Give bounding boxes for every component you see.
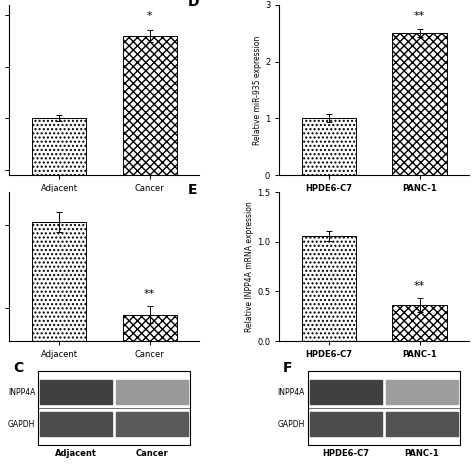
Bar — [32, 118, 86, 221]
Text: **: ** — [414, 10, 425, 21]
Text: PANC-1: PANC-1 — [404, 448, 439, 457]
Bar — [302, 118, 356, 175]
Text: D: D — [188, 0, 200, 9]
Text: **: ** — [144, 289, 155, 299]
Bar — [123, 315, 177, 391]
Text: Cancer: Cancer — [136, 448, 168, 457]
Bar — [310, 412, 382, 436]
Text: INPP4A: INPP4A — [8, 388, 35, 397]
Bar — [386, 381, 458, 404]
Y-axis label: Relative INPP4A mRNA expression: Relative INPP4A mRNA expression — [246, 201, 255, 332]
Text: **: ** — [414, 281, 425, 291]
Bar — [302, 236, 356, 341]
Bar — [116, 412, 188, 436]
Text: *: * — [147, 11, 153, 21]
Bar — [308, 371, 460, 446]
Y-axis label: Relative miR-935 expression: Relative miR-935 expression — [253, 35, 262, 145]
Bar — [40, 381, 112, 404]
Bar — [116, 381, 188, 404]
Text: GAPDH: GAPDH — [278, 419, 305, 428]
Text: C: C — [13, 361, 24, 375]
Bar — [310, 381, 382, 404]
Bar — [123, 36, 177, 221]
Text: GAPDH: GAPDH — [8, 419, 35, 428]
Text: HPDE6-C7: HPDE6-C7 — [322, 448, 369, 457]
Bar — [386, 412, 458, 436]
Text: Adjacent: Adjacent — [55, 448, 97, 457]
Bar — [392, 305, 447, 341]
Bar — [40, 412, 112, 436]
Bar — [32, 222, 86, 391]
Bar — [392, 33, 447, 175]
Bar — [38, 371, 190, 446]
Text: F: F — [283, 361, 292, 375]
Text: E: E — [188, 183, 198, 197]
Text: INPP4A: INPP4A — [278, 388, 305, 397]
